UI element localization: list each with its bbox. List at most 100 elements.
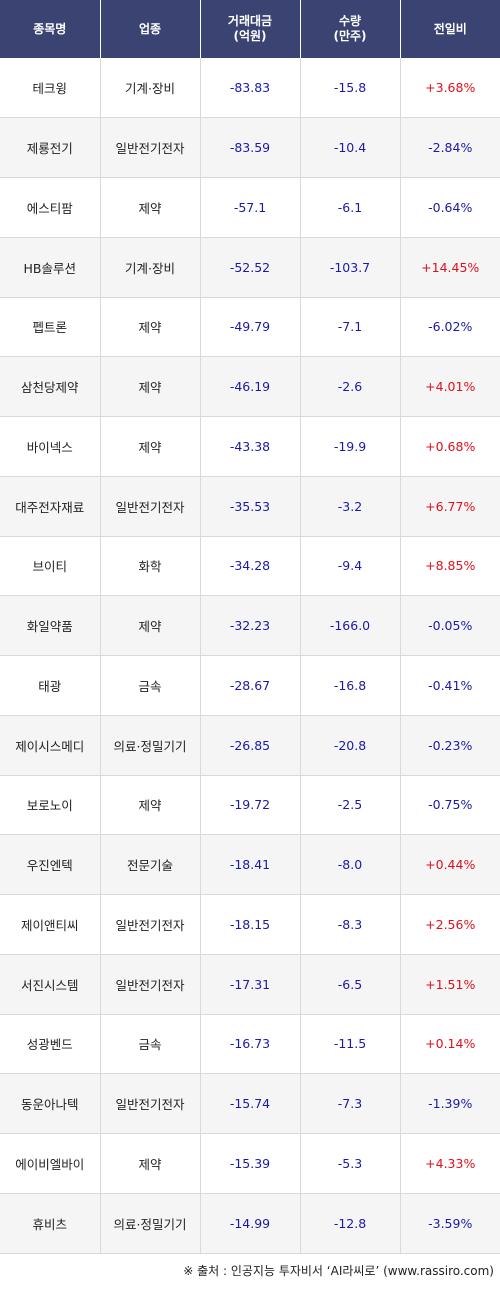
quantity-cell: -10.4 (299, 117, 400, 178)
quantity-cell: -3.2 (299, 476, 400, 537)
trade-amount-cell: -49.79 (199, 297, 300, 358)
sector-cell: 제약 (99, 775, 200, 836)
table-row: 성광벤드 금속 -16.73 -11.5 +0.14% (0, 1014, 500, 1075)
change-cell: -6.02% (399, 297, 500, 358)
trade-amount-cell: -57.1 (199, 177, 300, 238)
stock-name-cell: 성광벤드 (0, 1014, 100, 1075)
sector-cell: 일반전기전자 (99, 476, 200, 537)
table-row: 동운아나텍 일반전기전자 -15.74 -7.3 -1.39% (0, 1073, 500, 1134)
stock-name-cell: 대주전자재료 (0, 476, 100, 537)
table-header-row: 종목명 업종 거래대금 (억원) 수량 (만주) 전일비 (0, 0, 500, 58)
sector-cell: 제약 (99, 416, 200, 477)
table-row: 브이티 화학 -34.28 -9.4 +8.85% (0, 536, 500, 597)
stock-name-cell: 브이티 (0, 536, 100, 597)
change-cell: -0.75% (399, 775, 500, 836)
stock-name-cell: 에이비엘바이 (0, 1133, 100, 1194)
quantity-cell: -20.8 (299, 715, 400, 776)
stock-name-cell: 태광 (0, 655, 100, 716)
change-cell: +2.56% (399, 894, 500, 955)
trade-amount-cell: -26.85 (199, 715, 300, 776)
change-cell: +1.51% (399, 954, 500, 1015)
sector-cell: 의료·정밀기기 (99, 715, 200, 776)
change-cell: -0.23% (399, 715, 500, 776)
sector-cell: 일반전기전자 (99, 954, 200, 1015)
quantity-cell: -19.9 (299, 416, 400, 477)
trade-amount-cell: -17.31 (199, 954, 300, 1015)
change-cell: +4.33% (399, 1133, 500, 1194)
trade-amount-cell: -46.19 (199, 356, 300, 417)
stock-name-cell: 동운아나텍 (0, 1073, 100, 1134)
stock-name-cell: 테크윙 (0, 58, 100, 119)
change-cell: +3.68% (399, 58, 500, 119)
quantity-cell: -103.7 (299, 237, 400, 298)
header-change: 전일비 (399, 0, 500, 58)
quantity-cell: -2.6 (299, 356, 400, 417)
change-cell: +0.44% (399, 834, 500, 895)
stock-name-cell: 우진엔텍 (0, 834, 100, 895)
quantity-cell: -12.8 (299, 1193, 400, 1254)
quantity-cell: -8.3 (299, 894, 400, 955)
sector-cell: 제약 (99, 356, 200, 417)
trade-amount-cell: -28.67 (199, 655, 300, 716)
stock-table: 종목명 업종 거래대금 (억원) 수량 (만주) 전일비 테크윙 기계·장비 -83… (0, 0, 500, 1254)
stock-name-cell: 제이앤티씨 (0, 894, 100, 955)
table-row: 펩트론 제약 -49.79 -7.1 -6.02% (0, 297, 500, 358)
table-row: 태광 금속 -28.67 -16.8 -0.41% (0, 655, 500, 716)
table-row: 제이시스메디 의료·정밀기기 -26.85 -20.8 -0.23% (0, 715, 500, 776)
quantity-cell: -2.5 (299, 775, 400, 836)
trade-amount-cell: -35.53 (199, 476, 300, 537)
stock-name-cell: 삼천당제약 (0, 356, 100, 417)
table-row: 제이앤티씨 일반전기전자 -18.15 -8.3 +2.56% (0, 894, 500, 955)
sector-cell: 기계·장비 (99, 58, 200, 119)
sector-cell: 일반전기전자 (99, 894, 200, 955)
change-cell: +6.77% (399, 476, 500, 537)
stock-name-cell: 휴비츠 (0, 1193, 100, 1254)
stock-name-cell: 서진시스템 (0, 954, 100, 1015)
quantity-cell: -9.4 (299, 536, 400, 597)
quantity-cell: -11.5 (299, 1014, 400, 1075)
quantity-cell: -8.0 (299, 834, 400, 895)
trade-amount-cell: -15.39 (199, 1133, 300, 1194)
quantity-cell: -7.1 (299, 297, 400, 358)
sector-cell: 제약 (99, 595, 200, 656)
change-cell: +14.45% (399, 237, 500, 298)
change-cell: -3.59% (399, 1193, 500, 1254)
trade-amount-cell: -34.28 (199, 536, 300, 597)
table-row: HB솔루션 기계·장비 -52.52 -103.7 +14.45% (0, 237, 500, 298)
quantity-cell: -16.8 (299, 655, 400, 716)
change-cell: -0.41% (399, 655, 500, 716)
source-note: ※ 출처 : 인공지능 투자비서 ‘AI라씨로’ (www.rassiro.co… (183, 1264, 494, 1278)
quantity-cell: -6.5 (299, 954, 400, 1015)
table-row: 바이넥스 제약 -43.38 -19.9 +0.68% (0, 416, 500, 477)
trade-amount-cell: -43.38 (199, 416, 300, 477)
trade-amount-cell: -14.99 (199, 1193, 300, 1254)
quantity-cell: -6.1 (299, 177, 400, 238)
table-row: 제룡전기 일반전기전자 -83.59 -10.4 -2.84% (0, 117, 500, 178)
change-cell: +0.14% (399, 1014, 500, 1075)
stock-name-cell: 에스티팜 (0, 177, 100, 238)
table-row: 우진엔텍 전문기술 -18.41 -8.0 +0.44% (0, 834, 500, 895)
header-trade-amount: 거래대금 (억원) (199, 0, 300, 58)
trade-amount-cell: -15.74 (199, 1073, 300, 1134)
table-body: 테크윙 기계·장비 -83.83 -15.8 +3.68% 제룡전기 일반전기전자 -83.5… (0, 58, 500, 1254)
quantity-cell: -166.0 (299, 595, 400, 656)
change-cell: -0.05% (399, 595, 500, 656)
stock-name-cell: HB솔루션 (0, 237, 100, 298)
table-row: 에이비엘바이 제약 -15.39 -5.3 +4.33% (0, 1133, 500, 1194)
trade-amount-cell: -16.73 (199, 1014, 300, 1075)
sector-cell: 일반전기전자 (99, 1073, 200, 1134)
table-row: 삼천당제약 제약 -46.19 -2.6 +4.01% (0, 356, 500, 417)
sector-cell: 제약 (99, 177, 200, 238)
quantity-cell: -15.8 (299, 58, 400, 119)
trade-amount-cell: -52.52 (199, 237, 300, 298)
change-cell: -0.64% (399, 177, 500, 238)
quantity-cell: -5.3 (299, 1133, 400, 1194)
trade-amount-cell: -83.83 (199, 58, 300, 119)
change-cell: +8.85% (399, 536, 500, 597)
header-stock-name: 종목명 (0, 0, 100, 58)
stock-name-cell: 보로노이 (0, 775, 100, 836)
change-cell: -2.84% (399, 117, 500, 178)
header-quantity: 수량 (만주) (299, 0, 400, 58)
stock-name-cell: 바이넥스 (0, 416, 100, 477)
table-row: 테크윙 기계·장비 -83.83 -15.8 +3.68% (0, 58, 500, 119)
